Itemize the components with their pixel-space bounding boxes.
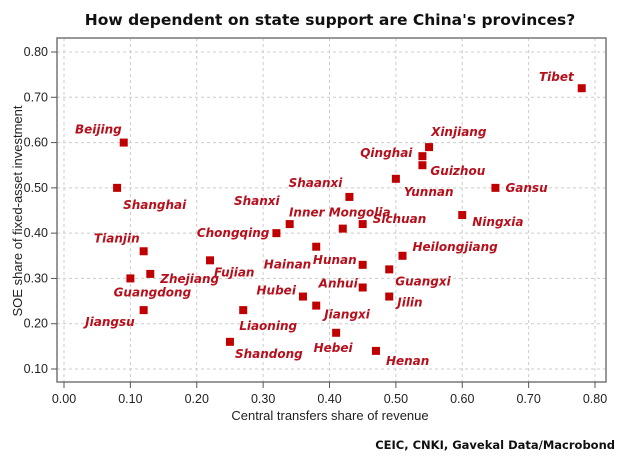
point-label: Shanghai [123, 198, 187, 212]
point-label: Inner Mongolia [289, 206, 391, 220]
data-point [206, 256, 215, 265]
source-note: CEIC, CNKI, Gavekal Data/Macrobond [375, 438, 615, 452]
chart-title: How dependent on state support are China… [85, 11, 575, 29]
y-axis-label: SOE share of fixed-asset investment [10, 105, 25, 316]
point-label: Beijing [75, 123, 122, 137]
point-label: Tibet [539, 70, 575, 84]
data-point [491, 183, 500, 192]
point-label: Zhejiang [159, 272, 219, 286]
x-tick-label: 0.70 [516, 392, 540, 406]
point-label: Heilongjiang [413, 240, 499, 254]
data-point [312, 242, 321, 251]
data-point [119, 138, 128, 147]
point-label: Shandong [235, 347, 303, 361]
data-point [312, 301, 321, 310]
point-label: Henan [386, 354, 429, 368]
x-tick-label: 0.30 [251, 392, 275, 406]
data-point [418, 161, 427, 170]
data-point [139, 247, 148, 256]
y-tick-label: 0.50 [24, 181, 48, 195]
data-point [358, 283, 367, 292]
data-point [332, 328, 341, 337]
data-point [425, 143, 434, 152]
x-tick-label: 0.60 [450, 392, 474, 406]
y-tick-label: 0.70 [24, 90, 48, 104]
point-label: Tianjin [94, 231, 140, 245]
y-tick-label: 0.40 [24, 226, 48, 240]
x-tick-label: 0.20 [185, 392, 209, 406]
y-tick-label: 0.80 [24, 45, 48, 59]
point-label: Yunnan [404, 185, 454, 199]
point-label: Liaoning [239, 319, 297, 333]
point-label: Qinghai [360, 146, 413, 160]
data-point [338, 224, 347, 233]
point-label: Hebei [314, 341, 354, 355]
point-label: Hainan [264, 258, 311, 272]
point-label: Sichuan [373, 212, 427, 226]
x-tick-label: 0.50 [384, 392, 408, 406]
x-axis-label: Central transfers share of revenue [231, 408, 428, 423]
point-label: Jilin [395, 296, 422, 310]
point-label: Hunan [313, 253, 357, 267]
data-point [272, 229, 281, 238]
y-tick-label: 0.20 [24, 317, 48, 331]
data-point [126, 274, 135, 283]
data-point [139, 306, 148, 315]
x-tick-label: 0.80 [583, 392, 607, 406]
point-label: Hubei [257, 284, 297, 298]
point-label: Jiangxi [322, 308, 371, 322]
data-point [385, 265, 394, 274]
point-label: Guizhou [430, 164, 485, 178]
y-tick-label: 0.10 [24, 362, 48, 376]
data-point [345, 192, 354, 201]
data-point [239, 306, 248, 315]
data-point [285, 220, 294, 229]
y-tick-label: 0.30 [24, 271, 48, 285]
data-point [385, 292, 394, 301]
point-label: Shaanxi [289, 176, 344, 190]
data-point [391, 174, 400, 183]
data-point [358, 220, 367, 229]
point-label: Anhui [318, 276, 359, 290]
plot-frame [56, 37, 607, 383]
point-label: Shanxi [234, 194, 281, 208]
data-point [298, 292, 307, 301]
data-point [113, 183, 122, 192]
data-point [577, 84, 586, 93]
data-point [371, 346, 380, 355]
point-label: Jiangsu [83, 315, 135, 329]
point-label: Guangxi [395, 274, 451, 288]
y-tick-label: 0.60 [24, 136, 48, 150]
x-tick-label: 0.40 [317, 392, 341, 406]
data-point [358, 260, 367, 269]
point-label: Xinjiang [430, 125, 487, 139]
x-tick-label: 0.10 [118, 392, 142, 406]
point-label: Guangdong [114, 285, 192, 299]
point-label: Chongqing [197, 226, 270, 240]
data-point [225, 337, 234, 346]
data-point [418, 152, 427, 161]
data-point [398, 251, 407, 260]
data-point [146, 269, 155, 278]
x-tick-label: 0.00 [52, 392, 76, 406]
data-point [458, 211, 467, 220]
point-label: Gansu [505, 181, 548, 195]
point-label: Fujian [214, 265, 254, 279]
point-label: Ningxia [472, 215, 523, 229]
